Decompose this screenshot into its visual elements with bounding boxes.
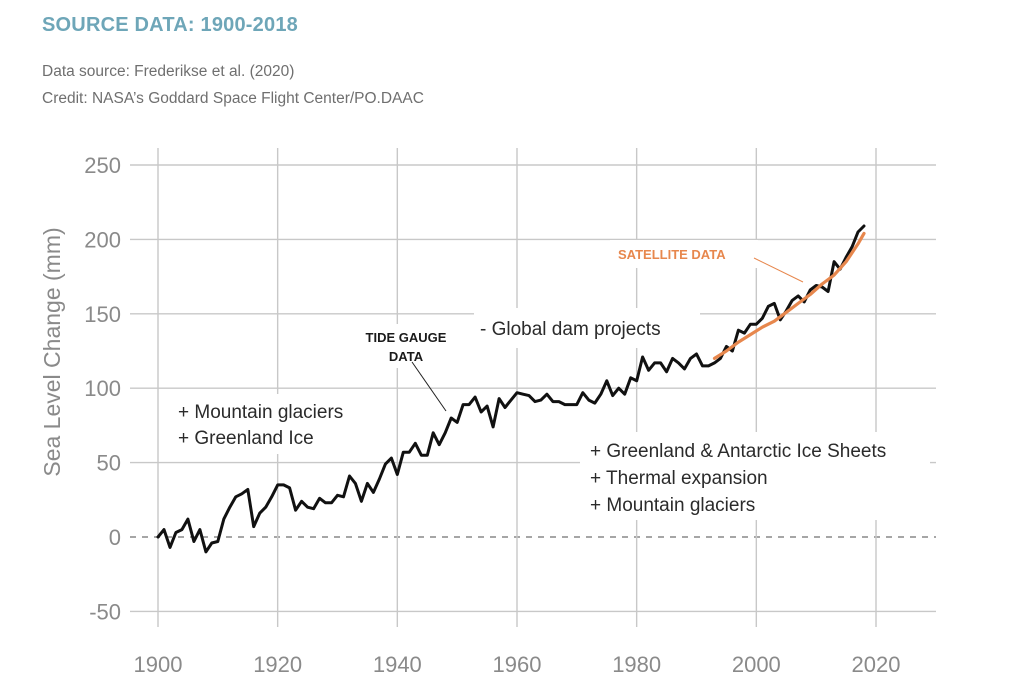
dam-projects-annotation: - Global dam projects (480, 319, 661, 340)
late-annotation-line2: + Thermal expansion (590, 468, 768, 489)
chart-grid (130, 148, 936, 627)
tide-gauge-label-line2: DATA (389, 349, 424, 364)
annotation-backgrounds (170, 240, 930, 520)
y-axis-label: Sea Level Change (mm) (39, 227, 65, 476)
series-lines (156, 224, 866, 554)
x-tick-label: 1960 (493, 652, 542, 677)
x-tick-label: 1940 (373, 652, 422, 677)
x-tick-label: 2020 (852, 652, 901, 677)
satellite-data-label: SATELLITE DATA (618, 247, 726, 262)
y-tick-label: 0 (109, 525, 121, 550)
satellite-pointer (753, 257, 804, 283)
tide-gauge-series-line (156, 224, 866, 554)
late-annotation-line1: + Greenland & Antarctic Ice Sheets (590, 441, 886, 462)
x-tick-label: 1980 (612, 652, 661, 677)
tide-gauge-pointer (411, 361, 447, 412)
data-source-line: Data source: Frederikse et al. (2020) (42, 63, 295, 80)
late-annotation-line3: + Mountain glaciers (590, 495, 755, 516)
x-tick-label: 1920 (253, 652, 302, 677)
y-tick-label: 100 (84, 376, 121, 401)
y-tick-label: -50 (89, 599, 121, 624)
x-tick-label: 2000 (732, 652, 781, 677)
y-axis-ticks: 250 200 150 100 50 0 -50 (84, 153, 121, 624)
early-annotation-line2: + Greenland Ice (178, 428, 314, 449)
satellite-series-line (712, 231, 866, 360)
x-axis-ticks: 1900 1920 1940 1960 1980 2000 2020 (134, 652, 901, 677)
y-tick-label: 250 (84, 153, 121, 178)
credit-line: Credit: NASA’s Goddard Space Flight Cent… (42, 90, 424, 107)
tide-gauge-label-line1: TIDE GAUGE (366, 330, 447, 345)
x-tick-label: 1900 (134, 652, 183, 677)
y-tick-label: 50 (97, 451, 121, 476)
y-tick-label: 150 (84, 302, 121, 327)
early-annotation-line1: + Mountain glaciers (178, 402, 343, 423)
y-tick-label: 200 (84, 227, 121, 252)
page-title: SOURCE DATA: 1900-2018 (42, 14, 298, 36)
